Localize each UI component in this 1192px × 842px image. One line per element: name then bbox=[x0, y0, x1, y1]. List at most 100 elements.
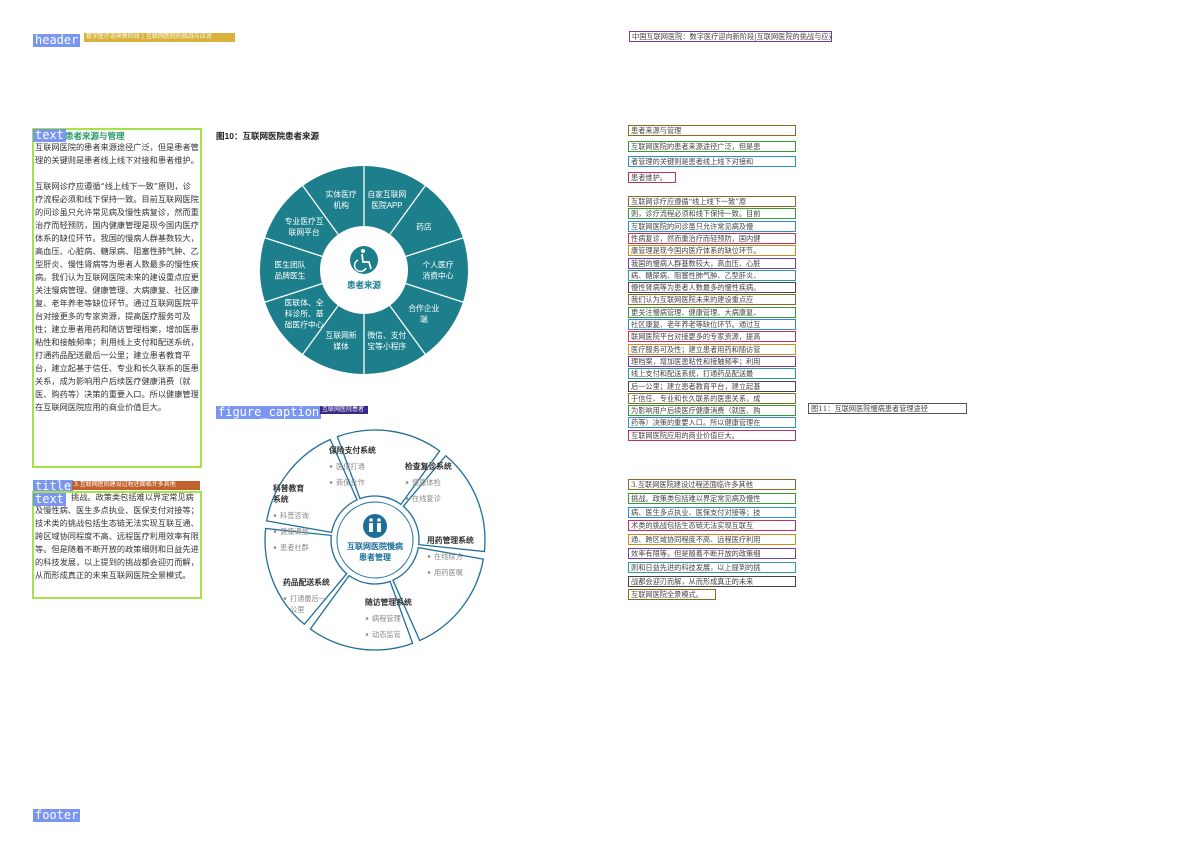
right-text-line: 慢性肾病等为患者人数最多的慢性疾病。 bbox=[628, 282, 796, 294]
right-text-line: 患者维护。 bbox=[628, 171, 676, 183]
right-text-line: 者管理的关键则是患者线上线下对接和 bbox=[628, 156, 796, 167]
bullet-icon bbox=[405, 481, 409, 484]
right-text-line: 互联网医院的患者来源途径广泛，但是患 bbox=[628, 140, 796, 152]
figure10-segment-label: 医联体、全科诊所、基础医疗中心 bbox=[285, 297, 324, 329]
figure10-divider bbox=[389, 185, 426, 235]
right-text-line: 更关注慢病管理、健康管理、大病康复、 bbox=[628, 306, 796, 318]
figure11-system-item: 在线续方 bbox=[434, 552, 463, 561]
figure10-divider bbox=[302, 305, 339, 355]
right-text-line: 则，诊疗流程必须和线下保持一致。目前 bbox=[628, 208, 796, 220]
right-text-line: 于信任、专业和长久联系的医患关系，成 bbox=[628, 392, 796, 404]
figure11-caption-right: 图11：互联网医院慢病患者管理途径 bbox=[808, 403, 967, 414]
right-text-line: 我们认为互联网医院未来的建设重点应 bbox=[628, 294, 796, 306]
header-strip: 数字医疗迎来新阶段 | 互联网医院的挑战与应对 bbox=[84, 33, 235, 42]
right-text-line: 医疗服务可及性；建立患者用药和随访管 bbox=[628, 343, 796, 355]
figure11-segment bbox=[402, 454, 486, 553]
figure10-segment-label: 实体医疗机构 bbox=[326, 189, 357, 210]
figure11-segment bbox=[309, 574, 414, 651]
bullet-icon bbox=[273, 530, 277, 533]
text-tag-1: text bbox=[33, 128, 66, 142]
right-text-line: 通、跨区域协同程度不高、远程医疗利用 bbox=[628, 534, 796, 546]
figure11-segment bbox=[265, 438, 358, 534]
title-tag: title bbox=[33, 479, 74, 493]
left-text-region-2 bbox=[32, 491, 202, 599]
figure11-hub bbox=[336, 501, 414, 579]
right-text-line: 线上支付和配送系统，打通药品配送最 bbox=[628, 368, 796, 380]
bullet-icon bbox=[329, 465, 333, 468]
right-text-line: 病、糖尿病、阻塞性肺气肿、乙型肝炎、 bbox=[628, 269, 796, 281]
left-section-title: 患者来源与管理 bbox=[65, 132, 125, 142]
title-strip: 3.互联网医院建设过程还面临许多其他 bbox=[72, 481, 200, 490]
figure11-system-item: 健康课堂 bbox=[280, 527, 309, 536]
bullet-icon bbox=[427, 571, 431, 574]
figure11-system-name: 检查复诊系统 bbox=[405, 461, 452, 471]
figure11-system-item: 健康体检 bbox=[412, 478, 441, 487]
figure11-system-item: 病程管理 bbox=[372, 614, 401, 623]
figure11-system-item: 医保打通 bbox=[336, 462, 365, 471]
right-text-line: 康管理是现今国内医疗体系的缺位环节。 bbox=[628, 245, 796, 257]
figure10-divider bbox=[389, 305, 426, 355]
bullet-icon bbox=[365, 617, 369, 620]
right-text-line: 互联网医院全景模式。 bbox=[628, 589, 716, 601]
right-text-line: 挑战。政策类包括难以界定常见病及慢性 bbox=[628, 492, 796, 504]
left-paragraph-1: 互联网医院的患者来源途径广泛，但是患者管理的关键则是患者线上线下对接和患者维护。 bbox=[35, 142, 199, 165]
figure11-system-item: 科普咨询 bbox=[280, 511, 309, 520]
figure11-system-item: 患者社群 bbox=[280, 543, 309, 552]
figure11-system-item: 用药医嘱 bbox=[434, 568, 463, 577]
figure10-divider bbox=[302, 185, 339, 235]
right-text-line: 效率有限等。但是随着不断开放的政策细 bbox=[628, 548, 796, 559]
figure10-divider bbox=[405, 237, 464, 258]
figure-caption-tag: figure_caption bbox=[216, 405, 322, 419]
figure10-divider bbox=[405, 282, 464, 303]
right-text-line: 术类的挑战包括生态链无法实现互联互 bbox=[628, 520, 796, 532]
figure11-segment bbox=[336, 429, 441, 506]
right-text-line: 病、医生多点执业、医保支付对接等；技 bbox=[628, 506, 796, 518]
bullet-icon bbox=[405, 497, 409, 500]
figure10-wheel: 患者来源 自家互联网医院APP 药店个人医疗消费中心合作企业端微信、支付宝等小程序互… bbox=[260, 166, 468, 374]
left-paragraph-3: 挑战。政策类包括难以界定常见病及慢性病、医生多点执业、医保支付对接等；技术类的挑… bbox=[35, 492, 199, 580]
right-text-line: 联网医院平台对接更多的专家资源，提高 bbox=[628, 331, 796, 343]
right-text-line: 药等）决策的重要入口。所以健康管理在 bbox=[628, 417, 796, 429]
right-text-line: 战都会迎刃而解，从而形成真正的未来 bbox=[628, 575, 796, 587]
figure11-system-item: 商保合作 bbox=[336, 478, 365, 487]
figure11-system-item: 在线复诊 bbox=[412, 494, 442, 503]
right-text-line: 后一公里；建立患者教育平台，建立起基 bbox=[628, 380, 796, 392]
left-body-text: 互联网医院的患者来源途径广泛，但是患者管理的关键则是患者线上线下对接和患者维护。… bbox=[35, 141, 199, 465]
right-text-line: 理档案，增加医患粘性和接触频率；利用 bbox=[628, 355, 796, 367]
right-text-line: 互联网诊疗应遵循“线上线下一致”原 bbox=[628, 196, 796, 207]
figure10-title: 图10：互联网医院患者来源 bbox=[216, 131, 319, 141]
figure11-system-name: 保险支付系统 bbox=[328, 445, 376, 455]
right-title-line: 中国互联网医院：数字医疗迎向新阶段|互联网医院的挑战与应对 bbox=[629, 31, 832, 42]
footer-tag: footer bbox=[33, 808, 81, 822]
figure11-center-label-1: 互联网医院慢病 bbox=[347, 541, 403, 551]
figure11-system-name: 科普教育 bbox=[273, 483, 304, 493]
figure10-segment-label: 专业医疗互联网平台 bbox=[285, 216, 324, 237]
bullet-icon bbox=[273, 514, 277, 517]
figure10-segment-label: 微信、支付宝等小程序 bbox=[367, 330, 406, 351]
left-paragraph-2: 互联网诊疗应遵循“线上线下一致”原则，诊疗流程必须和线下保持一致。目前互联网医院… bbox=[35, 181, 199, 412]
bullet-icon bbox=[273, 546, 277, 549]
right-text-line: 性病复诊，然而重治疗而轻预防，国内健 bbox=[628, 232, 796, 244]
figure11-center-label-2: 患者管理 bbox=[359, 552, 391, 562]
right-text-line: 患者来源与管理 bbox=[628, 125, 796, 136]
figure10-divider bbox=[264, 237, 323, 258]
figure10-segment-label: 个人医疗消费中心 bbox=[422, 260, 453, 281]
figure11-system-item: 公里 bbox=[290, 605, 304, 614]
bullet-icon bbox=[283, 597, 287, 600]
accessibility-icon bbox=[350, 246, 378, 274]
header-tag: header bbox=[33, 33, 81, 47]
right-text-line: 则和日益先进的科技发展，以上提到的挑 bbox=[628, 561, 796, 573]
people-icon bbox=[363, 514, 387, 538]
figure11-segment bbox=[392, 546, 485, 642]
bullet-icon bbox=[427, 555, 431, 558]
figure10-divider bbox=[264, 282, 323, 303]
right-text-line: 互联网医院应用的商业价值巨大。 bbox=[628, 429, 796, 441]
bullet-icon bbox=[329, 481, 333, 484]
figure-caption-strip: 互联网医院患者 bbox=[320, 406, 368, 414]
figure11-system-name: 随访管理系统 bbox=[365, 597, 412, 607]
figure11-system-name: 药品配送系统 bbox=[283, 577, 330, 587]
figure11-system-name: 用药管理系统 bbox=[426, 535, 474, 545]
figure11-system-item: 动态监管 bbox=[372, 630, 401, 639]
figure11-segment bbox=[264, 527, 348, 626]
